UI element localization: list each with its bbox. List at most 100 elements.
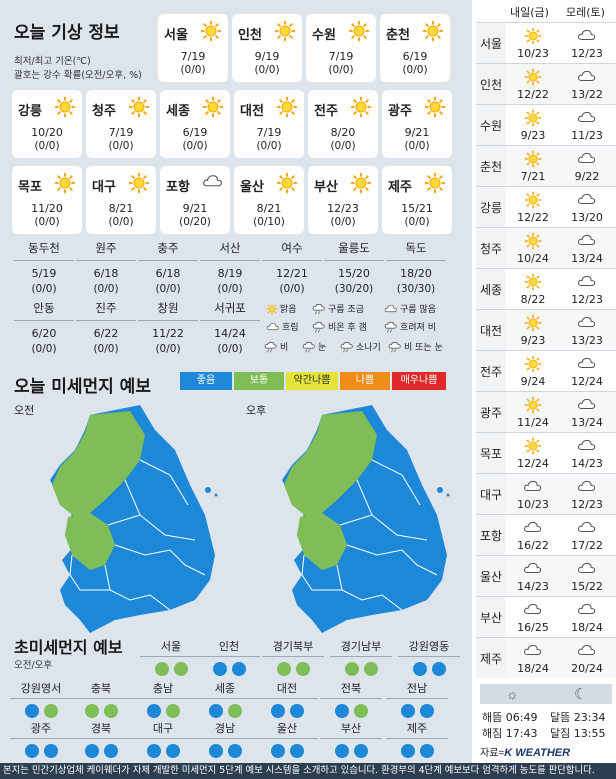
- pm-level-dot: [431, 662, 446, 676]
- sun-icon: [524, 68, 542, 86]
- city-temp: 12/23: [327, 202, 359, 215]
- forecast-row: 대전 9/23 13/23: [476, 309, 616, 350]
- forecast-tomorrow: 10/23: [506, 474, 560, 514]
- footer-note: 본지는 민간기상업체 케이웨더가 자체 개발한 미세먼지 5단계 예보 시스템을…: [0, 763, 616, 779]
- korea-map: [282, 405, 450, 633]
- forecast-tomorrow: 9/23: [506, 310, 560, 350]
- forecast-temp: 9/24: [520, 375, 546, 388]
- cloud-icon: [578, 152, 596, 163]
- forecast-dayafter: 13/24: [560, 392, 614, 432]
- pm-level-dot: [289, 744, 304, 758]
- am-level-dot: [334, 744, 349, 758]
- sun-icon: [524, 150, 542, 168]
- forecast-tomorrow: 10/24: [506, 228, 560, 268]
- forecast-tomorrow: 8/22: [506, 269, 560, 309]
- sun-icon: ☼: [506, 686, 519, 702]
- forecast-temp: 15/22: [571, 580, 603, 593]
- forecast-dayafter: 14/23: [560, 433, 614, 473]
- sun-moon-bar: ☼ ☾: [480, 684, 612, 704]
- forecast-dayafter: 13/20: [560, 187, 614, 227]
- weather-icon: [274, 20, 296, 42]
- forecast-dayafter: 12/23: [560, 23, 614, 63]
- city-name: 대구: [92, 180, 116, 195]
- sun-icon: [524, 109, 542, 127]
- forecast-tomorrow: 10/23: [506, 23, 560, 63]
- city-temp: 8/21: [256, 202, 282, 215]
- small-city-temp: 18/20: [400, 267, 432, 280]
- ultra-city-name: 대구: [132, 720, 194, 739]
- forecast-temp: 14/23: [517, 580, 549, 593]
- small-city-9: 창원 11/22 (0/0): [138, 300, 198, 355]
- ultra-city-1: 인천: [198, 638, 260, 676]
- ultra-city-11: 전남: [386, 680, 448, 718]
- forecast-city: 목포: [476, 433, 506, 473]
- city-card-2: 수원 7/19 (0/0): [306, 14, 376, 82]
- city-temp: 9/21: [182, 202, 208, 215]
- pm-label: 오후: [246, 404, 267, 417]
- ultra-city-0: 서울: [140, 638, 202, 676]
- pm-level-dot: [43, 744, 58, 758]
- city-name: 광주: [388, 104, 412, 119]
- forecast-tomorrow: 18/24: [506, 638, 560, 678]
- cloud-icon: [578, 275, 596, 286]
- small-city-name: 충주: [138, 240, 198, 261]
- ultra-city-name: 제주: [386, 720, 448, 739]
- forecast-row: 인천 12/22 13/22: [476, 63, 616, 104]
- sun-icon: [266, 303, 278, 314]
- weather-icon: [424, 96, 446, 118]
- city-name: 서울: [164, 28, 188, 43]
- small-city-6: 독도 18/20 (30/30): [386, 240, 446, 295]
- city-name: 청주: [92, 104, 116, 119]
- legend-rainclear: 비온 후 갬: [312, 320, 367, 333]
- ultra-dots: [398, 662, 460, 676]
- legend-label: 소나기: [356, 343, 381, 353]
- cloud-icon: [524, 562, 542, 573]
- forecast-temp: 8/22: [520, 293, 546, 306]
- city-temp: 6/19: [182, 126, 208, 139]
- forecast-icon: [577, 109, 597, 127]
- small-city-0: 동두천 5/19 (0/0): [14, 240, 74, 295]
- forecast-temp: 18/24: [517, 662, 549, 675]
- sun-icon: [54, 172, 76, 194]
- forecast-icon: [577, 314, 597, 332]
- am-level-dot: [84, 744, 99, 758]
- ultra-city-name: 울산: [256, 720, 318, 739]
- city-rain: (0/0): [34, 140, 60, 152]
- weather-icon: [350, 96, 372, 118]
- cloud-icon: [578, 234, 596, 245]
- small-city-temp: 11/22: [152, 327, 184, 340]
- sun-icon: [202, 96, 224, 118]
- forecast-row: 대구 10/23 12/23: [476, 473, 616, 514]
- forecast-icon: [523, 191, 543, 209]
- moonset: 달짐 13:55: [550, 727, 606, 740]
- forecast-row: 서울 10/23 12/23: [476, 22, 616, 63]
- forecast-temp: 13/24: [571, 252, 603, 265]
- pm-level-dot: [289, 704, 304, 718]
- dayafter-header: 모레(토): [566, 6, 605, 19]
- forecast-icon: [577, 273, 597, 291]
- forecast-temp: 12/23: [571, 293, 603, 306]
- city-name: 세종: [166, 104, 190, 119]
- small-city-rain: (0/0): [93, 343, 119, 355]
- city-rain: (0/0): [404, 216, 430, 228]
- ultra-city-3: 경기남부: [330, 638, 392, 676]
- forecast-temp: 18/24: [571, 621, 603, 634]
- cloud-icon: [524, 480, 542, 491]
- small-city-temp: 6/20: [31, 327, 57, 340]
- city-temp: 11/20: [31, 202, 63, 215]
- pm-legend-4: 매우나쁨: [392, 372, 446, 390]
- forecast-icon: [523, 273, 543, 291]
- city-rain: (0/0): [256, 140, 282, 152]
- forecast-row: 세종 8/22 12/23: [476, 268, 616, 309]
- ultra-sub: 오전/오후: [14, 660, 53, 671]
- ultra-city-name: 강원영서: [10, 680, 72, 699]
- sun-icon: [524, 437, 542, 455]
- sun-icon: [276, 96, 298, 118]
- ultra-city-name: 광주: [10, 720, 72, 739]
- cloud-icon: [203, 175, 222, 187]
- source-prefix: 자료=: [480, 748, 505, 759]
- cloudrain-icon: [384, 321, 397, 332]
- ultra-dots: [256, 704, 318, 718]
- cloud-icon: [266, 323, 279, 331]
- city-name: 대전: [240, 104, 264, 119]
